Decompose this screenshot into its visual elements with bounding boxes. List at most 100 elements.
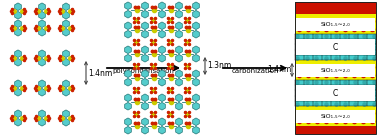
Text: 1.3nm: 1.3nm	[207, 61, 231, 70]
Polygon shape	[159, 126, 165, 134]
Bar	[295, 126, 376, 134]
Polygon shape	[176, 46, 182, 54]
Polygon shape	[142, 102, 148, 110]
Polygon shape	[142, 30, 148, 38]
Polygon shape	[15, 80, 21, 88]
Polygon shape	[159, 22, 165, 30]
Polygon shape	[39, 58, 45, 66]
Polygon shape	[159, 78, 165, 86]
Bar	[295, 60, 376, 80]
Polygon shape	[193, 22, 199, 30]
Bar	[296, 18, 375, 30]
Polygon shape	[193, 10, 199, 18]
Polygon shape	[159, 94, 165, 102]
Polygon shape	[142, 2, 148, 10]
Polygon shape	[142, 10, 148, 18]
Text: polycondensation: polycondensation	[112, 68, 174, 74]
Polygon shape	[15, 58, 21, 66]
Polygon shape	[159, 2, 165, 10]
Polygon shape	[39, 88, 45, 96]
Polygon shape	[63, 80, 69, 88]
Polygon shape	[142, 126, 148, 134]
Polygon shape	[125, 126, 131, 134]
Polygon shape	[142, 78, 148, 86]
Polygon shape	[176, 102, 182, 110]
Polygon shape	[159, 30, 165, 38]
Polygon shape	[159, 54, 165, 62]
Polygon shape	[159, 118, 165, 126]
Polygon shape	[159, 102, 165, 110]
Text: carbonization: carbonization	[231, 68, 279, 74]
Polygon shape	[39, 28, 45, 36]
Polygon shape	[63, 88, 69, 96]
Polygon shape	[125, 102, 131, 110]
Bar	[295, 106, 376, 126]
Polygon shape	[15, 20, 21, 28]
Polygon shape	[125, 2, 131, 10]
Bar	[296, 85, 375, 101]
Polygon shape	[39, 110, 45, 118]
Polygon shape	[39, 11, 45, 19]
Polygon shape	[39, 50, 45, 58]
Polygon shape	[176, 10, 182, 18]
Bar	[295, 2, 376, 14]
Bar	[295, 2, 376, 134]
Polygon shape	[193, 54, 199, 62]
Polygon shape	[142, 118, 148, 126]
Bar	[295, 14, 376, 34]
Polygon shape	[176, 22, 182, 30]
Bar	[295, 34, 376, 60]
Polygon shape	[63, 110, 69, 118]
Polygon shape	[39, 118, 45, 126]
Polygon shape	[125, 22, 131, 30]
Polygon shape	[142, 22, 148, 30]
Polygon shape	[63, 50, 69, 58]
Polygon shape	[39, 80, 45, 88]
Text: C: C	[333, 42, 338, 52]
Polygon shape	[125, 10, 131, 18]
Polygon shape	[176, 30, 182, 38]
Polygon shape	[176, 70, 182, 78]
Bar	[296, 38, 375, 55]
Polygon shape	[125, 46, 131, 54]
Polygon shape	[176, 54, 182, 62]
Polygon shape	[125, 94, 131, 102]
Polygon shape	[193, 78, 199, 86]
Text: C: C	[333, 89, 338, 98]
Polygon shape	[193, 70, 199, 78]
Polygon shape	[125, 118, 131, 126]
Text: SiO₁.₅∼₂.₀: SiO₁.₅∼₂.₀	[321, 114, 350, 118]
Polygon shape	[63, 20, 69, 28]
Text: 1.4nm: 1.4nm	[88, 69, 112, 78]
Polygon shape	[159, 70, 165, 78]
Polygon shape	[15, 118, 21, 126]
Polygon shape	[15, 50, 21, 58]
Polygon shape	[15, 110, 21, 118]
Polygon shape	[193, 30, 199, 38]
Polygon shape	[63, 28, 69, 36]
Polygon shape	[176, 126, 182, 134]
Polygon shape	[159, 10, 165, 18]
Text: 1.4nm: 1.4nm	[267, 66, 291, 75]
Polygon shape	[63, 3, 69, 11]
Polygon shape	[193, 2, 199, 10]
Polygon shape	[176, 118, 182, 126]
Polygon shape	[193, 118, 199, 126]
Polygon shape	[15, 88, 21, 96]
Polygon shape	[125, 30, 131, 38]
Polygon shape	[142, 46, 148, 54]
Polygon shape	[125, 70, 131, 78]
Polygon shape	[125, 54, 131, 62]
Polygon shape	[142, 70, 148, 78]
Polygon shape	[193, 126, 199, 134]
Polygon shape	[15, 28, 21, 36]
Text: SiO₁.₅∼₂.₀: SiO₁.₅∼₂.₀	[321, 21, 350, 27]
Polygon shape	[176, 94, 182, 102]
Polygon shape	[176, 78, 182, 86]
Polygon shape	[63, 11, 69, 19]
Bar	[296, 64, 375, 76]
Polygon shape	[193, 102, 199, 110]
Polygon shape	[63, 118, 69, 126]
Text: SiO₁.₅∼₂.₀: SiO₁.₅∼₂.₀	[321, 67, 350, 72]
Polygon shape	[125, 78, 131, 86]
